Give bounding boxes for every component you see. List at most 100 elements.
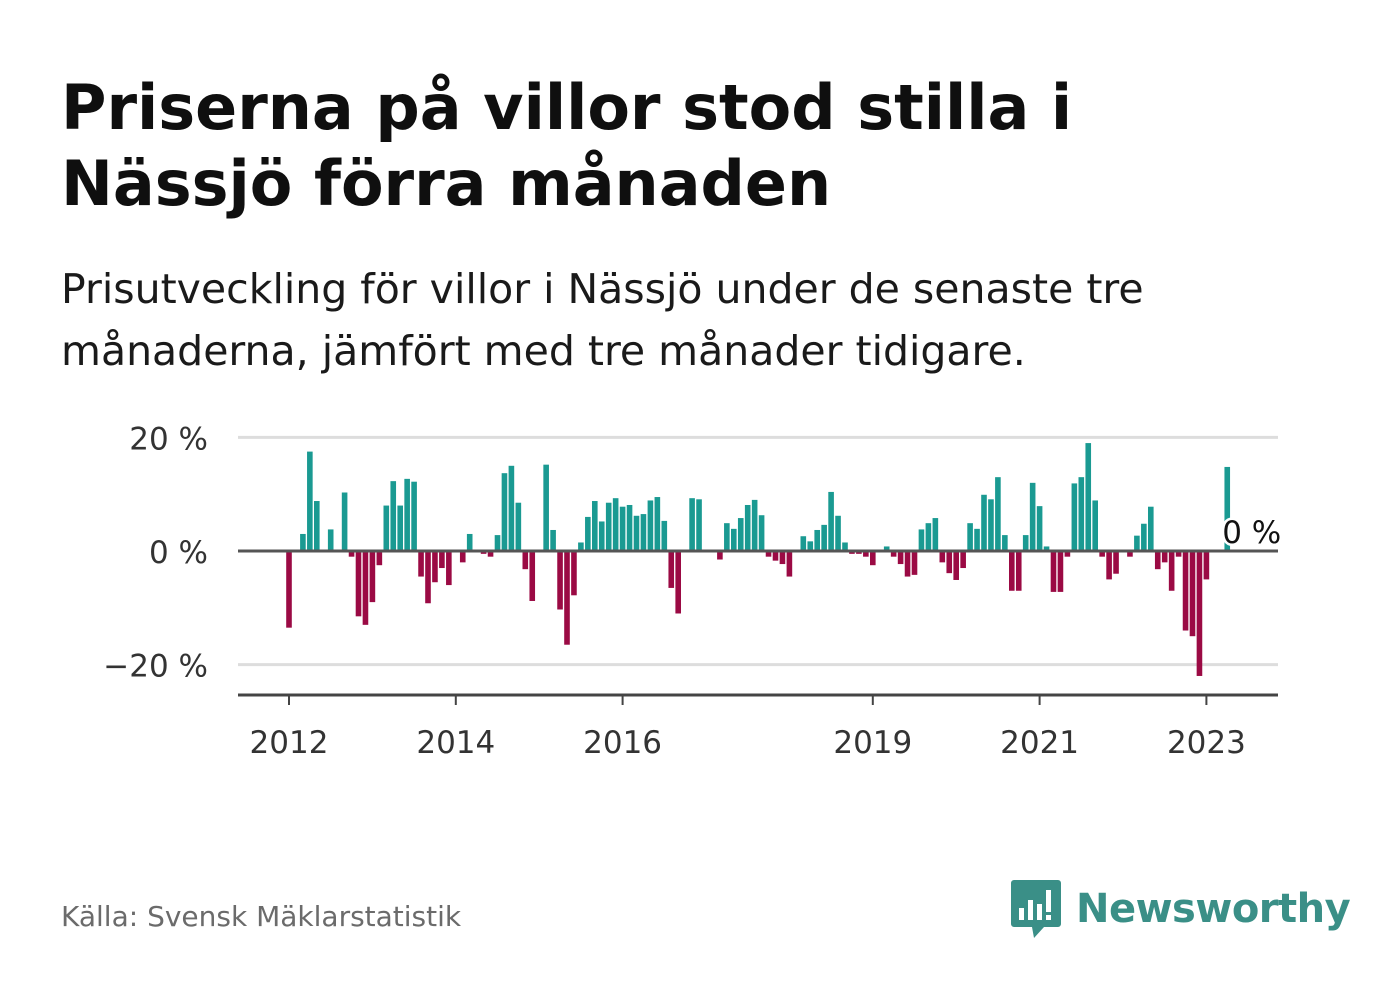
bar	[543, 464, 549, 551]
bar	[939, 551, 946, 563]
newsworthy-logo-icon	[1011, 880, 1061, 938]
bar	[689, 498, 695, 551]
bar	[564, 551, 570, 645]
bar	[1009, 551, 1015, 591]
bar	[612, 498, 619, 551]
bar	[571, 551, 577, 596]
bar	[327, 529, 334, 551]
bar	[633, 515, 640, 551]
bar	[751, 499, 758, 551]
bar	[1175, 551, 1182, 557]
bar	[1071, 483, 1078, 551]
bar	[904, 551, 911, 577]
bar	[598, 521, 605, 551]
bar	[988, 499, 994, 551]
bar	[786, 551, 793, 577]
bar	[842, 542, 848, 551]
bar	[1057, 551, 1064, 592]
bar	[1161, 551, 1168, 563]
bar	[953, 551, 959, 580]
y-tick-label: 20 %	[129, 421, 208, 457]
bar	[508, 465, 515, 551]
bar	[1015, 551, 1022, 591]
bar	[1168, 551, 1175, 591]
bar	[557, 551, 563, 610]
bar	[946, 551, 953, 574]
bar	[828, 491, 834, 551]
bar	[675, 551, 681, 614]
bar	[592, 501, 598, 551]
bar	[1196, 551, 1203, 676]
bar	[397, 505, 403, 551]
bar	[911, 551, 918, 575]
bar	[487, 551, 494, 557]
bar	[981, 494, 987, 551]
bar	[814, 529, 820, 551]
bar	[515, 502, 522, 551]
bar	[925, 523, 932, 551]
bar	[1099, 551, 1105, 557]
bar	[731, 528, 737, 551]
bar	[383, 505, 390, 551]
bar	[1203, 551, 1210, 580]
bar	[355, 551, 362, 617]
bar	[404, 478, 410, 551]
bar	[870, 551, 876, 566]
bar	[654, 497, 661, 551]
bar	[779, 551, 786, 565]
bar	[960, 551, 966, 569]
bar	[348, 551, 355, 557]
y-tick-label: 0 %	[149, 535, 208, 571]
bar	[619, 506, 626, 551]
bar	[807, 541, 814, 551]
bar	[446, 551, 452, 586]
latest-value-label: 0 %	[1222, 515, 1281, 551]
bar	[1106, 551, 1112, 580]
bar	[640, 514, 647, 551]
chart-subtitle: Prisutveckling för villor i Nässjö under…	[61, 265, 1144, 375]
bar	[821, 524, 827, 551]
bar	[314, 501, 320, 551]
bar	[744, 504, 751, 551]
source-note: Källa: Svensk Mäklarstatistik	[61, 900, 462, 933]
bar	[1182, 551, 1189, 631]
bar	[466, 533, 473, 551]
newsworthy-logo: Newsworthy	[1010, 876, 1351, 942]
bar	[765, 551, 772, 557]
chart-title: Priserna på villor stod stilla i Nässjö …	[61, 71, 1073, 220]
bar	[501, 473, 508, 551]
bar	[1036, 506, 1043, 551]
bar	[1154, 551, 1161, 570]
bar	[418, 551, 424, 577]
bar	[307, 451, 313, 551]
bar	[918, 529, 925, 551]
bar-chart: 20 % 0 % −20 % 0 % 2012 2014 2016 2019 2021 2023	[103, 421, 1283, 761]
x-tick-label: 2014	[416, 725, 495, 761]
bar	[425, 551, 431, 604]
bar	[737, 518, 744, 551]
x-tick-label: 2012	[250, 725, 329, 761]
bar	[286, 551, 292, 628]
bar	[724, 523, 730, 551]
bar	[897, 551, 904, 565]
y-tick-label: −20 %	[103, 649, 208, 685]
bar	[772, 551, 779, 561]
bar	[522, 551, 529, 570]
bar	[626, 504, 633, 551]
bar	[883, 546, 890, 551]
bar	[300, 533, 306, 551]
bar	[529, 551, 536, 601]
bar	[432, 551, 438, 583]
bar	[578, 542, 584, 551]
bar	[1113, 551, 1119, 574]
x-tick-label: 2019	[833, 725, 912, 761]
bar	[668, 551, 675, 588]
bar	[1043, 546, 1050, 551]
bar	[995, 477, 1001, 551]
bar	[1002, 535, 1008, 551]
bar	[717, 551, 723, 560]
bar	[967, 523, 973, 551]
bar	[1127, 551, 1133, 557]
x-tick-label: 2023	[1167, 725, 1246, 761]
bar	[974, 528, 980, 551]
